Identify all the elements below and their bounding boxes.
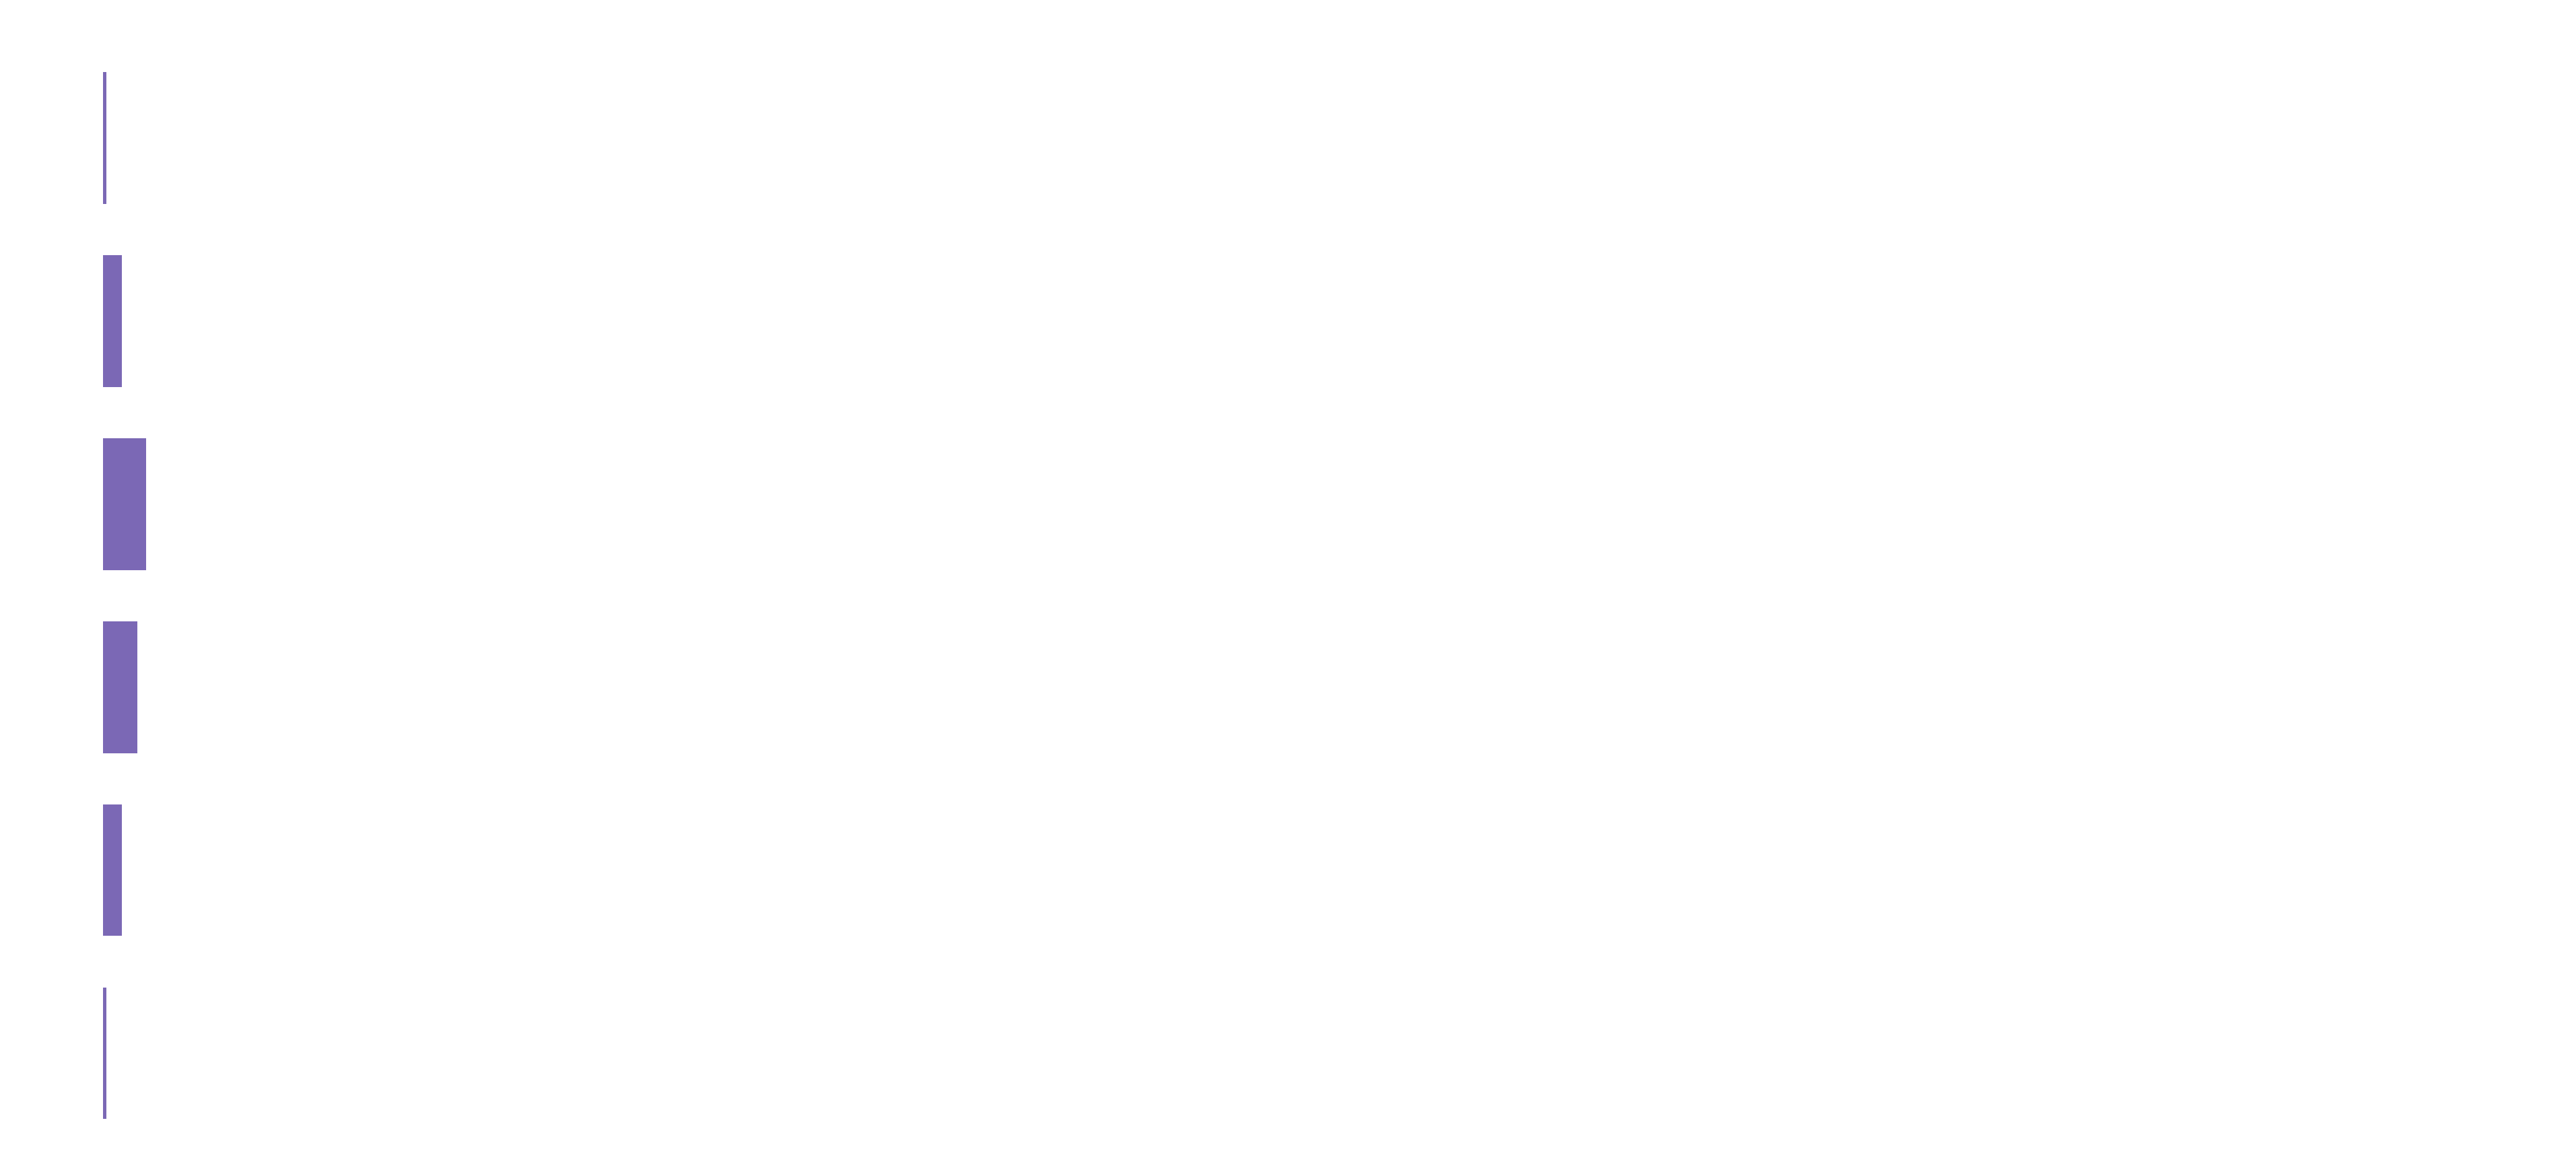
Bar bbox=[103, 987, 106, 1119]
Bar bbox=[103, 72, 106, 204]
Bar bbox=[103, 621, 137, 753]
Bar bbox=[103, 805, 121, 936]
Bar bbox=[103, 438, 147, 570]
Bar bbox=[103, 256, 121, 387]
